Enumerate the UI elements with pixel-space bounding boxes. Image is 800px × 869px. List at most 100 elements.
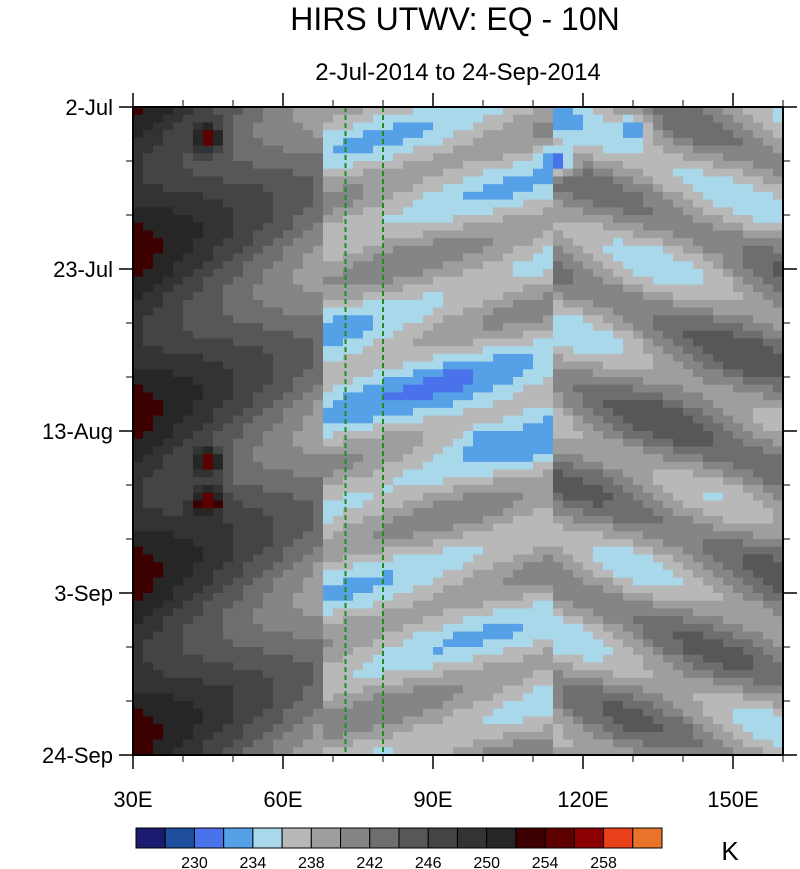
heatmap-cell xyxy=(303,631,314,640)
heatmap-cell xyxy=(313,369,324,378)
heatmap-cell xyxy=(633,207,644,216)
heatmap-cell xyxy=(653,500,664,509)
heatmap-cell xyxy=(153,130,164,139)
heatmap-cell xyxy=(323,585,334,594)
heatmap-cell xyxy=(543,377,554,386)
heatmap-cell xyxy=(393,137,404,147)
heatmap-cell xyxy=(693,685,704,694)
heatmap-cell xyxy=(613,284,624,293)
heatmap-cell xyxy=(213,724,224,733)
heatmap-cell xyxy=(563,485,574,494)
heatmap-cell xyxy=(483,508,494,517)
heatmap-cell xyxy=(153,400,164,409)
heatmap-cell xyxy=(263,554,274,563)
heatmap-cell xyxy=(603,677,614,687)
heatmap-cell xyxy=(143,492,154,502)
heatmap-cell xyxy=(333,415,344,424)
heatmap-cell xyxy=(423,693,434,702)
heatmap-cell xyxy=(413,485,424,494)
heatmap-cell xyxy=(583,122,594,131)
heatmap-cell xyxy=(633,407,644,417)
heatmap-cell xyxy=(353,407,364,417)
heatmap-cell xyxy=(433,647,444,656)
heatmap-cell xyxy=(413,307,424,316)
heatmap-cell xyxy=(283,384,294,394)
heatmap-cell xyxy=(573,207,584,216)
heatmap-cell xyxy=(613,431,624,440)
heatmap-cell xyxy=(373,438,384,448)
heatmap-cell xyxy=(543,353,554,363)
heatmap-cell xyxy=(653,238,664,247)
heatmap-cell xyxy=(253,369,264,378)
heatmap-cell xyxy=(663,253,674,262)
heatmap-cell xyxy=(653,677,664,687)
heatmap-cell xyxy=(243,446,254,455)
heatmap-cell xyxy=(543,292,554,301)
heatmap-cell xyxy=(673,184,684,193)
heatmap-cell xyxy=(333,323,344,332)
heatmap-cell xyxy=(283,701,294,710)
heatmap-cell xyxy=(383,168,394,178)
heatmap-cell xyxy=(533,508,544,517)
heatmap-cell xyxy=(713,639,724,648)
heatmap-cell xyxy=(403,407,414,417)
heatmap-cell xyxy=(313,631,324,640)
heatmap-cell xyxy=(493,446,504,455)
heatmap-cell xyxy=(703,238,714,247)
heatmap-cell xyxy=(183,245,194,255)
heatmap-cell xyxy=(223,338,234,347)
heatmap-cell xyxy=(413,685,424,694)
heatmap-cell xyxy=(303,446,314,455)
heatmap-cell xyxy=(483,384,494,394)
heatmap-cell xyxy=(503,307,514,316)
heatmap-cell xyxy=(153,230,164,239)
heatmap-cell xyxy=(253,654,264,664)
heatmap-cell xyxy=(433,415,444,424)
heatmap-cell xyxy=(373,662,384,671)
heatmap-cell xyxy=(463,114,474,124)
heatmap-cell xyxy=(183,369,194,378)
heatmap-cell xyxy=(363,377,374,386)
heatmap-cell xyxy=(423,122,434,131)
heatmap-cell xyxy=(203,415,214,424)
heatmap-cell xyxy=(243,600,254,610)
heatmap-cell xyxy=(583,747,594,755)
heatmap-cell xyxy=(303,215,314,224)
heatmap-cell xyxy=(683,253,694,262)
heatmap-cell xyxy=(423,515,434,525)
heatmap-cell xyxy=(583,307,594,316)
heatmap-cell xyxy=(373,122,384,131)
heatmap-cell xyxy=(533,230,544,239)
heatmap-cell xyxy=(433,670,444,679)
heatmap-cell xyxy=(453,739,464,748)
heatmap-cell xyxy=(673,438,684,448)
heatmap-cell xyxy=(453,415,464,424)
heatmap-cell xyxy=(623,708,634,718)
heatmap-cell xyxy=(383,562,394,571)
heatmap-cell xyxy=(353,477,364,486)
heatmap-cell xyxy=(513,600,524,610)
heatmap-cell xyxy=(683,130,694,139)
heatmap-cell xyxy=(293,392,304,401)
heatmap-cell xyxy=(513,369,524,378)
heatmap-cell xyxy=(313,677,324,687)
heatmap-cell xyxy=(623,215,634,224)
heatmap-cell xyxy=(513,292,524,301)
heatmap-cell xyxy=(663,384,674,394)
heatmap-cell xyxy=(573,377,584,386)
heatmap-cell xyxy=(343,338,354,347)
heatmap-cell xyxy=(303,261,314,270)
heatmap-cell xyxy=(533,662,544,671)
heatmap-cell xyxy=(523,153,534,162)
heatmap-cell xyxy=(263,662,274,671)
heatmap-cell xyxy=(673,639,684,648)
heatmap-cell xyxy=(663,191,674,201)
heatmap-cell xyxy=(723,114,734,124)
heatmap-cell xyxy=(573,431,584,440)
heatmap-cell xyxy=(173,261,184,270)
heatmap-cell xyxy=(273,161,284,170)
heatmap-cell xyxy=(433,685,444,694)
heatmap-cell xyxy=(553,153,564,162)
heatmap-cell xyxy=(253,431,264,440)
heatmap-cell xyxy=(443,276,454,286)
